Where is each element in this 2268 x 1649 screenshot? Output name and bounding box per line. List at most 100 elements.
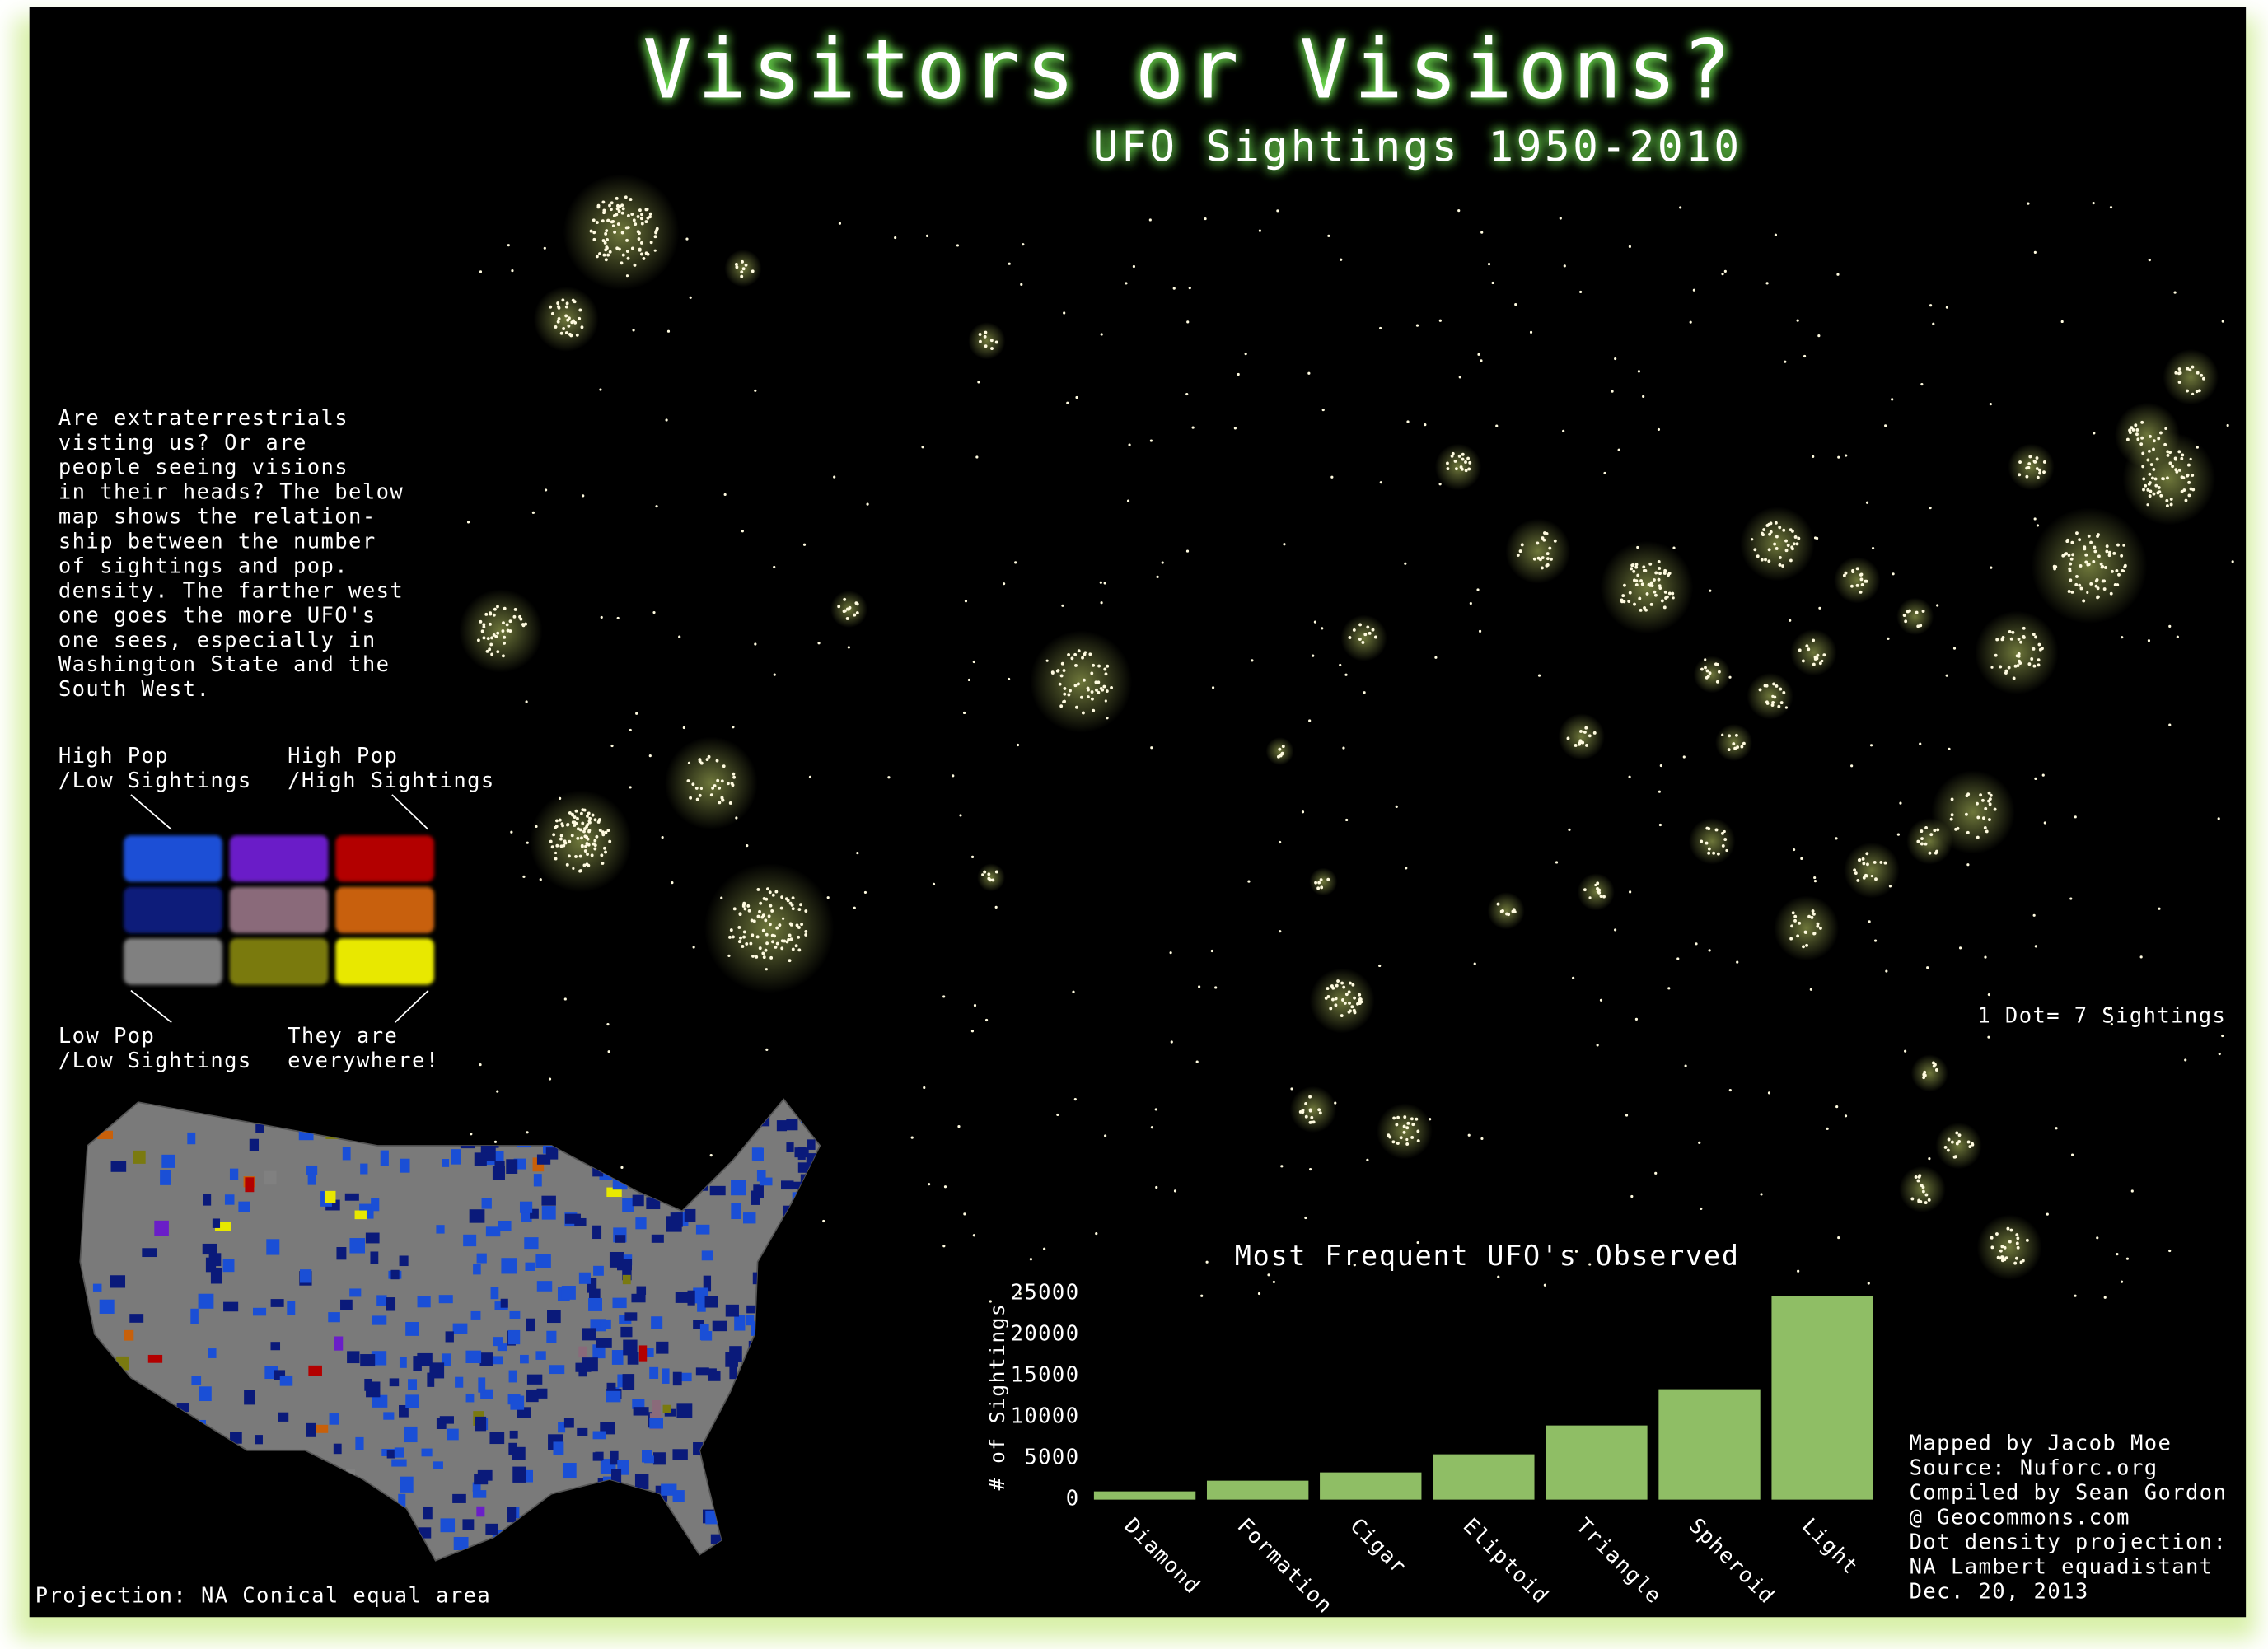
dot (1067, 693, 1071, 697)
dot (1020, 283, 1023, 286)
glow-halo (2163, 348, 2219, 405)
dot (2218, 1052, 2221, 1056)
county-cell (306, 1422, 316, 1437)
dot (2108, 550, 2111, 554)
dot (1309, 1167, 1312, 1171)
dot (788, 933, 792, 937)
dot (1405, 1137, 1409, 1142)
dot (1966, 863, 1970, 867)
dot (2060, 320, 2064, 324)
dot (1063, 311, 1066, 315)
dot (741, 267, 746, 271)
dot (765, 932, 769, 937)
county-cell (214, 1222, 231, 1231)
dot (1416, 1240, 1419, 1245)
county-cell (306, 1165, 318, 1175)
county-cell (475, 1416, 487, 1432)
county-cell (507, 1329, 521, 1345)
dot (1789, 558, 1793, 563)
county-cell (124, 1329, 134, 1341)
dot (1404, 562, 1407, 565)
county-cell (342, 1147, 351, 1161)
dot (485, 649, 489, 653)
dot (482, 625, 486, 629)
dot (808, 775, 812, 778)
dot (741, 259, 744, 264)
dot (1859, 572, 1863, 577)
dot (1094, 680, 1098, 684)
county-cell (786, 1142, 794, 1152)
dot (2065, 540, 2069, 544)
dot (2226, 423, 2229, 427)
dot (618, 205, 622, 208)
county-cell (697, 1301, 706, 1312)
credit-line: Compiled by Sean Gordon (1910, 1481, 2228, 1506)
dot (596, 820, 601, 824)
dot (1873, 939, 1878, 942)
dot (1244, 353, 1247, 356)
dot (609, 208, 613, 212)
dot (2018, 473, 2022, 477)
dot (740, 270, 744, 274)
dot (601, 239, 606, 243)
dot (1778, 526, 1782, 530)
county-cell (633, 1407, 649, 1416)
dot (746, 844, 749, 848)
dot (1700, 667, 1704, 671)
dot (1081, 656, 1084, 660)
dot (720, 779, 724, 783)
dot (721, 798, 725, 802)
dot (2161, 477, 2165, 481)
dot (1464, 469, 1468, 473)
dot (1077, 682, 1080, 686)
dot (1247, 880, 1251, 883)
dot (586, 853, 590, 856)
dot (2053, 567, 2057, 571)
dot (2187, 493, 2191, 498)
dot (2096, 1236, 2099, 1240)
dot (1906, 610, 1910, 614)
county-cell (632, 1399, 645, 1409)
dot (1342, 746, 1345, 750)
dot (1844, 1114, 1848, 1118)
dot (2016, 664, 2020, 667)
dot (508, 629, 512, 633)
dot (1308, 719, 1312, 722)
dot (1614, 357, 1617, 361)
dot (1257, 1292, 1261, 1296)
dot (1904, 619, 1908, 624)
county-cell (632, 1194, 644, 1207)
county-cell (610, 1450, 619, 1465)
county-cell (701, 1250, 713, 1261)
dot (789, 923, 793, 927)
dot (1919, 742, 1922, 745)
county-cell (405, 1394, 419, 1408)
county-cell (344, 1193, 359, 1201)
county-cell (480, 1389, 493, 1399)
dot (718, 801, 722, 805)
dot (1865, 501, 1869, 504)
dot (1920, 383, 1924, 386)
dot (559, 834, 563, 838)
dot (1406, 1121, 1410, 1125)
y-tick-label: 5000 (1024, 1446, 1079, 1470)
county-cell (447, 1428, 459, 1441)
dot (1104, 699, 1107, 703)
dot (1928, 1157, 1931, 1161)
dot (1267, 1273, 1270, 1277)
dot (2055, 1127, 2058, 1130)
dot (1072, 990, 1075, 993)
dot (1415, 1117, 1419, 1121)
dot (711, 786, 715, 790)
dot (1650, 584, 1654, 587)
dot (1929, 507, 1932, 510)
dot (2015, 1241, 2019, 1245)
dot (1317, 881, 1321, 885)
county-cell (244, 1390, 255, 1405)
dot (1932, 1064, 1936, 1068)
dot (2221, 320, 2224, 323)
dot (1999, 1249, 2003, 1253)
dot (1399, 1136, 1403, 1140)
county-cell (408, 1379, 418, 1390)
dot (587, 829, 591, 834)
